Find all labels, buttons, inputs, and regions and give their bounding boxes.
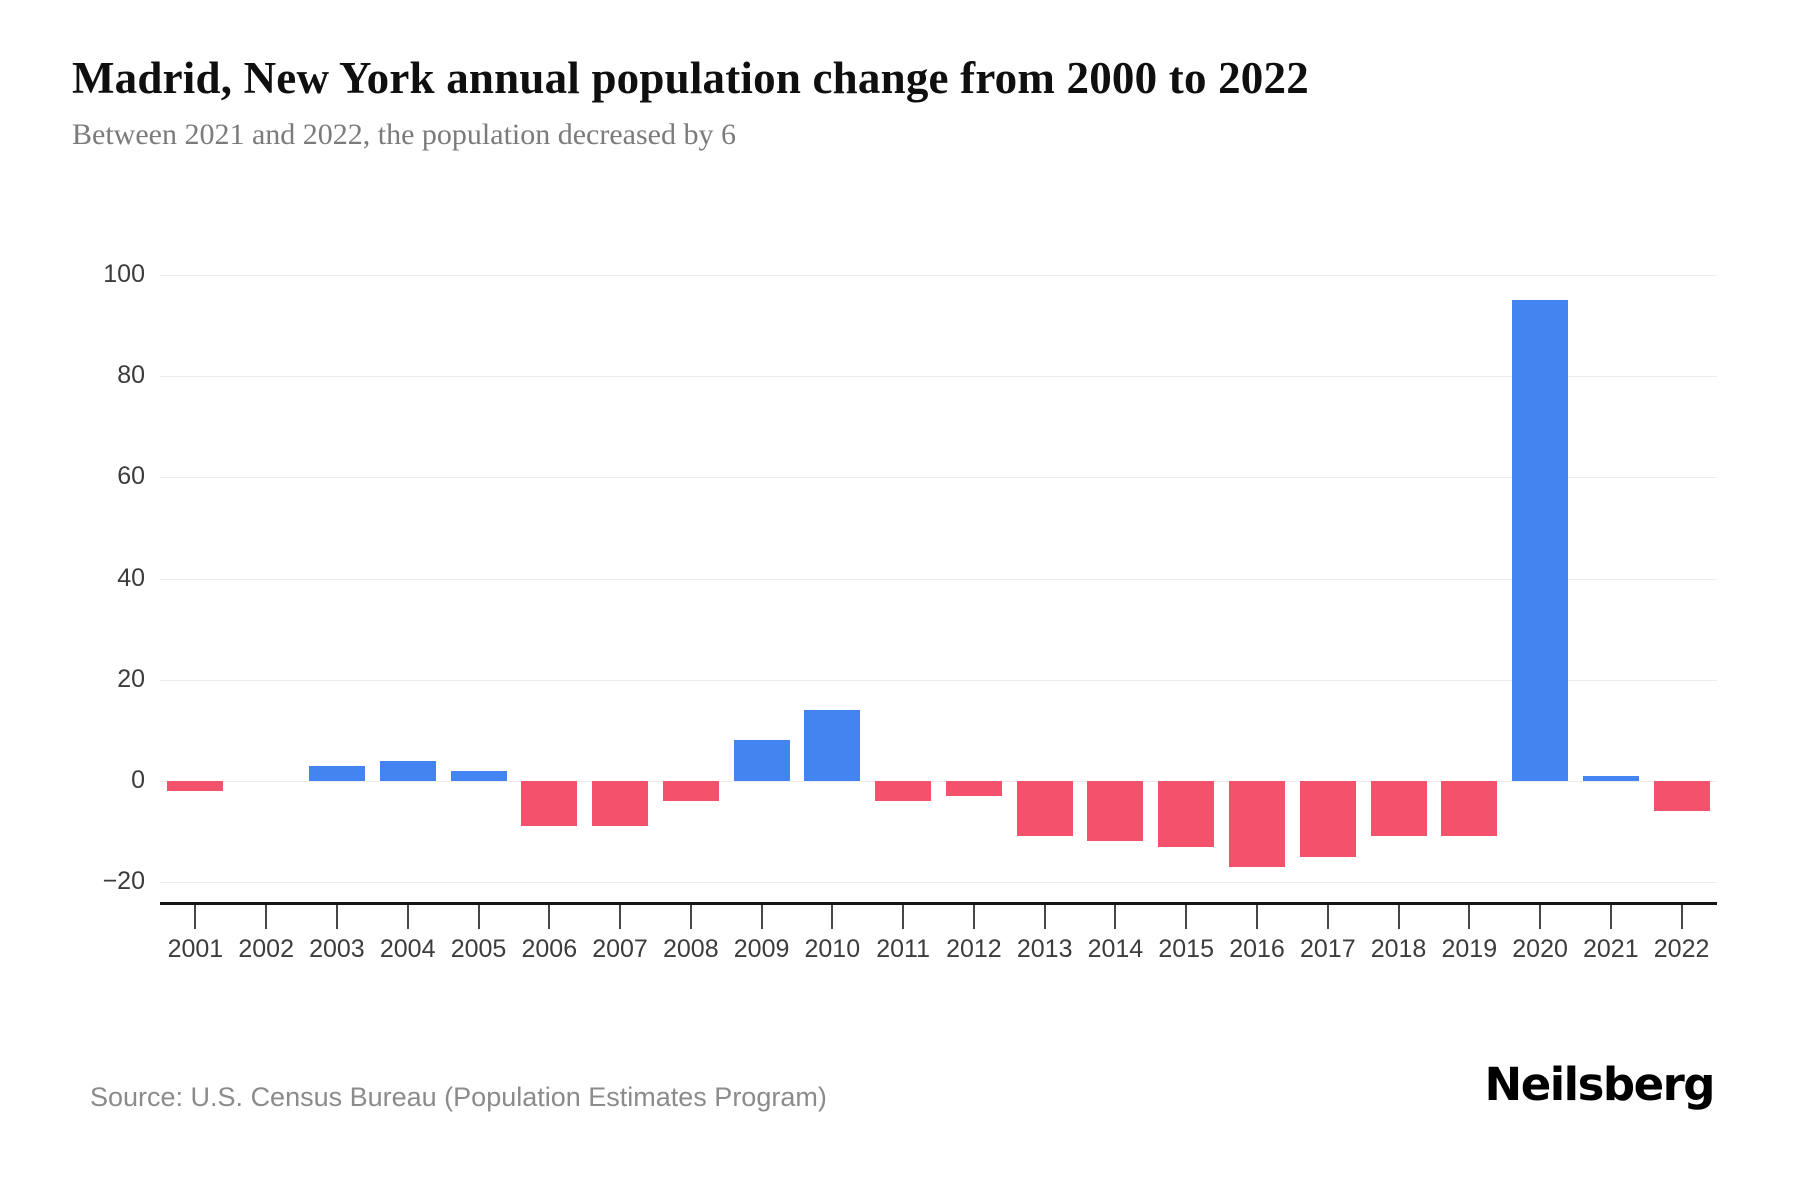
x-axis-label-2005: 2005 [450, 935, 507, 963]
x-axis-tick [831, 904, 834, 929]
x-axis-tick [1114, 904, 1117, 929]
bar-2013[interactable] [1016, 780, 1073, 837]
bar-2014[interactable] [1087, 780, 1144, 842]
x-axis-tick [972, 904, 975, 929]
x-axis-tick [1397, 904, 1400, 929]
bar-2018[interactable] [1370, 780, 1427, 837]
x-axis-label-2022: 2022 [1653, 935, 1710, 963]
brand-logo: Neilsberg [1484, 1058, 1716, 1111]
x-axis-label-2006: 2006 [521, 935, 578, 963]
x-axis-label-2009: 2009 [733, 935, 790, 963]
x-axis-label-2018: 2018 [1370, 935, 1427, 963]
x-axis-tick [477, 904, 480, 929]
x-axis-label-2004: 2004 [379, 935, 436, 963]
x-axis-label-2011: 2011 [876, 935, 930, 963]
bar-2015[interactable] [1158, 780, 1215, 847]
x-axis-label-2014: 2014 [1087, 935, 1144, 963]
x-axis-label-2020: 2020 [1512, 935, 1568, 963]
y-axis-tick-label: 40 [117, 563, 145, 592]
x-axis-label-2002: 2002 [238, 935, 294, 963]
x-axis-tick [1256, 904, 1258, 929]
bar-2007[interactable] [592, 780, 648, 827]
y-axis-tick-label: 0 [131, 765, 145, 794]
x-axis-label-2019: 2019 [1441, 935, 1498, 963]
gridline-y-60 [160, 477, 1717, 479]
x-axis-tick [1185, 904, 1188, 929]
x-axis-tick [1609, 904, 1612, 929]
x-axis-label-2007: 2007 [592, 935, 648, 963]
x-axis-label-2016: 2016 [1229, 935, 1285, 963]
x-axis-label-2003: 2003 [309, 935, 365, 963]
x-axis-tick [548, 904, 551, 929]
x-axis-label-2017: 2017 [1299, 935, 1356, 963]
bar-2020[interactable] [1512, 300, 1569, 781]
chart-title: Madrid, New York annual population chang… [72, 53, 1309, 103]
x-axis-tick [1539, 904, 1542, 929]
bar-2019[interactable] [1441, 780, 1498, 837]
x-axis-tick [1326, 904, 1329, 929]
gridline-y-80 [160, 376, 1717, 378]
bar-2022[interactable] [1653, 780, 1710, 812]
x-axis-tick [902, 904, 905, 929]
source-text: Source: U.S. Census Bureau (Population E… [90, 1082, 827, 1112]
bar-2008[interactable] [662, 780, 719, 801]
y-axis-tick-label: −20 [102, 866, 145, 895]
gridline-y--20 [160, 882, 1717, 883]
x-axis-tick [689, 904, 692, 929]
bar-2011[interactable] [875, 780, 932, 801]
bar-2012[interactable] [945, 780, 1002, 796]
x-axis-tick [406, 904, 409, 929]
y-axis-tick-label: 20 [117, 664, 145, 693]
y-axis-tick-label: 100 [103, 259, 145, 288]
x-axis-tick [760, 904, 763, 929]
x-axis-tick [1680, 904, 1683, 929]
gridline-y-0 [160, 780, 1717, 782]
gridline-y-100 [160, 275, 1717, 276]
y-axis-tick-label: 60 [117, 462, 145, 491]
x-axis-label-2021: 2021 [1582, 935, 1639, 963]
x-axis-tick [619, 904, 621, 929]
x-axis-tick [335, 904, 338, 929]
bar-2021[interactable] [1582, 775, 1639, 781]
bar-2010[interactable] [804, 710, 861, 781]
x-axis-label-2013: 2013 [1016, 935, 1073, 963]
bar-2004[interactable] [379, 760, 436, 781]
bar-2001[interactable] [167, 780, 224, 791]
gridline-y-40 [160, 578, 1717, 580]
x-axis-label-2015: 2015 [1158, 935, 1214, 963]
bar-2016[interactable] [1229, 780, 1285, 867]
x-axis-label-2012: 2012 [946, 935, 1002, 963]
y-axis-tick-label: 80 [117, 361, 145, 390]
x-axis-tick [265, 904, 268, 929]
gridline-y-20 [160, 679, 1717, 681]
bar-2017[interactable] [1299, 780, 1356, 857]
chart-subtitle: Between 2021 and 2022, the population de… [72, 118, 736, 151]
x-axis-tick [1468, 904, 1471, 929]
x-axis-label-2001: 2001 [167, 935, 224, 963]
x-axis-line [160, 902, 1717, 905]
x-axis-tick [1043, 904, 1046, 929]
bar-2005[interactable] [450, 770, 507, 781]
x-axis-tick [194, 904, 197, 929]
x-axis-label-2008: 2008 [662, 935, 719, 963]
bar-2006[interactable] [521, 780, 578, 827]
bar-2003[interactable] [308, 765, 365, 781]
bar-2009[interactable] [733, 740, 790, 781]
x-axis-label-2010: 2010 [804, 935, 861, 963]
